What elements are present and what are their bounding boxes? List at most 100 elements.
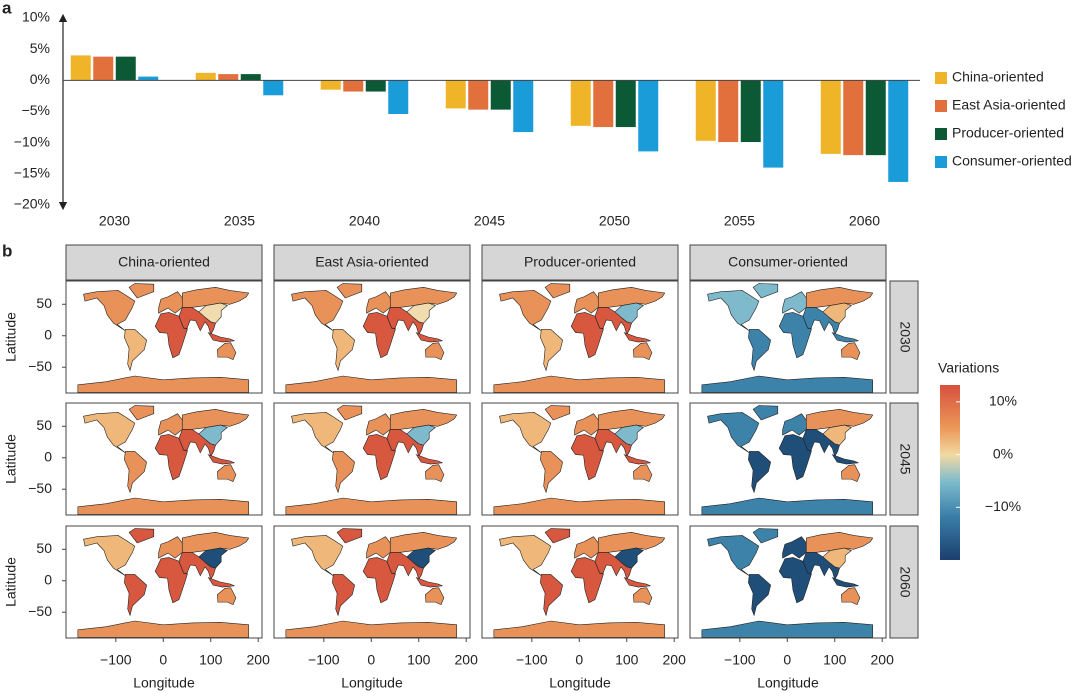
- region: [831, 454, 859, 465]
- colorbar: [940, 385, 960, 560]
- region: [544, 405, 571, 421]
- x-tick-label: 0: [575, 652, 583, 668]
- x-tick-label: −100: [516, 652, 548, 668]
- x-axis-label: Longitude: [757, 675, 819, 691]
- region: [217, 342, 237, 361]
- map: [77, 528, 250, 638]
- bar: [843, 80, 864, 156]
- panel-border: [689, 525, 887, 639]
- x-tick-label: 2035: [224, 213, 255, 229]
- map: [493, 283, 666, 393]
- region: [332, 574, 356, 617]
- x-tick-label: 2030: [99, 213, 130, 229]
- region: [778, 312, 812, 359]
- facet-strip: [889, 525, 919, 639]
- region: [831, 577, 859, 588]
- region: [633, 587, 653, 606]
- region: [124, 574, 148, 617]
- y-tick-label: 0: [44, 448, 52, 464]
- y-tick-label: 50: [36, 417, 52, 433]
- region: [752, 528, 779, 544]
- region: [425, 587, 445, 606]
- x-tick-label: 200: [871, 652, 895, 668]
- legend-label: Producer-oriented: [952, 125, 1064, 141]
- panel-border: [689, 402, 887, 516]
- region: [570, 557, 604, 604]
- legend-label: East Asia-oriented: [952, 97, 1066, 113]
- map: [77, 283, 250, 393]
- panel-border: [65, 402, 263, 516]
- map: [701, 405, 874, 515]
- facet-strip: [889, 402, 919, 516]
- bar: [115, 56, 136, 81]
- y-axis-label: Latitude: [3, 557, 19, 607]
- region: [633, 464, 653, 483]
- bar: [740, 80, 761, 143]
- region: [154, 434, 188, 481]
- y-tick-label: −50: [28, 480, 52, 496]
- facet-column-label: Producer-oriented: [524, 254, 636, 270]
- region: [285, 497, 458, 515]
- region: [291, 290, 344, 331]
- region: [77, 497, 250, 515]
- region: [707, 290, 760, 331]
- region: [217, 587, 237, 606]
- panel-label: a: [2, 0, 12, 17]
- x-axis-label: Longitude: [549, 675, 611, 691]
- bar: [615, 80, 636, 128]
- region: [217, 464, 237, 483]
- bar: [445, 80, 466, 109]
- bar: [93, 56, 114, 81]
- y-tick-label: −5%: [22, 102, 50, 118]
- map: [701, 528, 874, 638]
- facet-column-label: China-oriented: [118, 254, 210, 270]
- legend-swatch: [935, 72, 947, 84]
- region: [748, 451, 772, 494]
- bar: [763, 80, 784, 168]
- region: [415, 577, 443, 588]
- region: [570, 434, 604, 481]
- y-tick-label: 0%: [30, 71, 50, 87]
- facet-column-label: Consumer-oriented: [728, 254, 848, 270]
- y-axis-label: Latitude: [3, 434, 19, 484]
- x-axis-label: Longitude: [341, 675, 403, 691]
- region: [128, 283, 155, 299]
- bar: [195, 72, 216, 81]
- x-tick-label: −100: [100, 652, 132, 668]
- x-tick-label: 0: [783, 652, 791, 668]
- map: [285, 528, 458, 638]
- panel-border: [273, 402, 471, 516]
- region: [540, 574, 564, 617]
- region: [493, 497, 666, 515]
- map: [701, 283, 874, 393]
- legend-swatch: [935, 156, 947, 168]
- facet-row-label: 2030: [897, 321, 913, 352]
- region: [701, 497, 874, 515]
- panel-border: [481, 280, 679, 394]
- region: [633, 342, 653, 361]
- region: [499, 535, 552, 576]
- facet-strip: [481, 244, 679, 281]
- region: [362, 434, 396, 481]
- region: [841, 587, 861, 606]
- map: [285, 283, 458, 393]
- bar: [388, 80, 409, 114]
- region: [291, 535, 344, 576]
- region: [83, 290, 136, 331]
- map: [285, 405, 458, 515]
- region: [291, 412, 344, 453]
- region: [124, 329, 148, 372]
- x-tick-label: 100: [823, 652, 847, 668]
- panel-border: [481, 525, 679, 639]
- region: [748, 574, 772, 617]
- region: [707, 535, 760, 576]
- x-tick-label: 100: [407, 652, 431, 668]
- bar: [320, 80, 341, 90]
- x-tick-label: 100: [615, 652, 639, 668]
- panel-border: [273, 280, 471, 394]
- y-tick-label: 50: [36, 295, 52, 311]
- region: [701, 375, 874, 393]
- region: [499, 412, 552, 453]
- y-tick-label: −50: [28, 603, 52, 619]
- region: [207, 454, 235, 465]
